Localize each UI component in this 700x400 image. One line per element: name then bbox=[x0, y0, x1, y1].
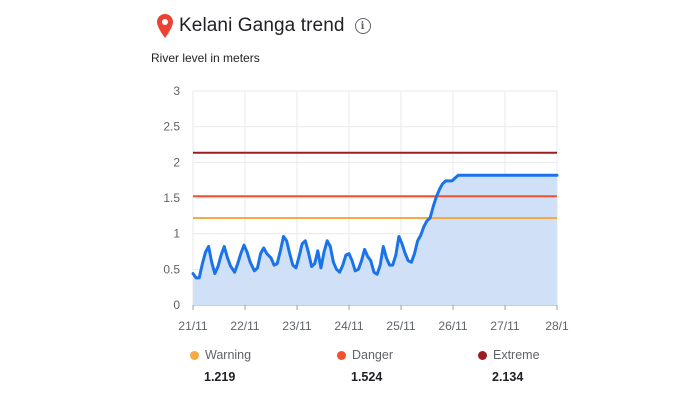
y-tick-label: 2.5 bbox=[163, 120, 180, 134]
legend-label-warning: Warning bbox=[205, 348, 252, 362]
extreme-dot bbox=[478, 350, 487, 360]
warning-dot bbox=[190, 350, 199, 360]
x-tick-label: 28/1 bbox=[545, 319, 569, 333]
legend-item-danger: Danger 1.524 bbox=[337, 348, 393, 384]
legend-value-danger: 1.524 bbox=[351, 370, 383, 384]
y-tick-label: 0.5 bbox=[163, 262, 180, 276]
river-level-area bbox=[193, 175, 557, 305]
location-pin-icon bbox=[157, 14, 173, 38]
legend-label-danger: Danger bbox=[352, 348, 393, 362]
danger-dot bbox=[337, 350, 346, 360]
legend-label-extreme: Extreme bbox=[493, 348, 540, 362]
legend-value-warning: 1.219 bbox=[204, 370, 236, 384]
x-tick-label: 22/11 bbox=[230, 319, 259, 333]
chart-header: Kelani Ganga trend i bbox=[157, 12, 371, 40]
river-level-line bbox=[191, 173, 559, 280]
y-tick-label: 0 bbox=[173, 298, 180, 312]
legend: Warning 1.219 Danger 1.524 Extreme 2.134 bbox=[0, 348, 700, 392]
y-axis-label: River level in meters bbox=[151, 51, 260, 65]
river-level-chart: 0 0.5 1 1.5 2 2.5 3 21/11 22/11 23/11 24/11 25/11 26… bbox=[163, 84, 569, 333]
x-tick-label: 23/11 bbox=[282, 319, 311, 333]
y-tick-label: 1 bbox=[173, 227, 180, 241]
x-tick-label: 25/11 bbox=[386, 319, 415, 333]
x-tick-label: 27/11 bbox=[490, 319, 519, 333]
x-tick-label: 21/11 bbox=[178, 319, 207, 333]
legend-value-extreme: 2.134 bbox=[492, 370, 524, 384]
legend-item-warning: Warning 1.219 bbox=[190, 348, 251, 384]
x-tick-label: 26/11 bbox=[438, 319, 467, 333]
y-tick-label: 2 bbox=[173, 155, 180, 169]
y-tick-label: 1.5 bbox=[163, 191, 180, 205]
chart-title: Kelani Ganga trend bbox=[179, 15, 345, 36]
legend-item-extreme: Extreme 2.134 bbox=[478, 348, 540, 384]
info-icon[interactable]: i bbox=[354, 18, 371, 34]
x-tick-label: 24/11 bbox=[334, 319, 363, 333]
y-tick-label: 3 bbox=[173, 84, 180, 98]
